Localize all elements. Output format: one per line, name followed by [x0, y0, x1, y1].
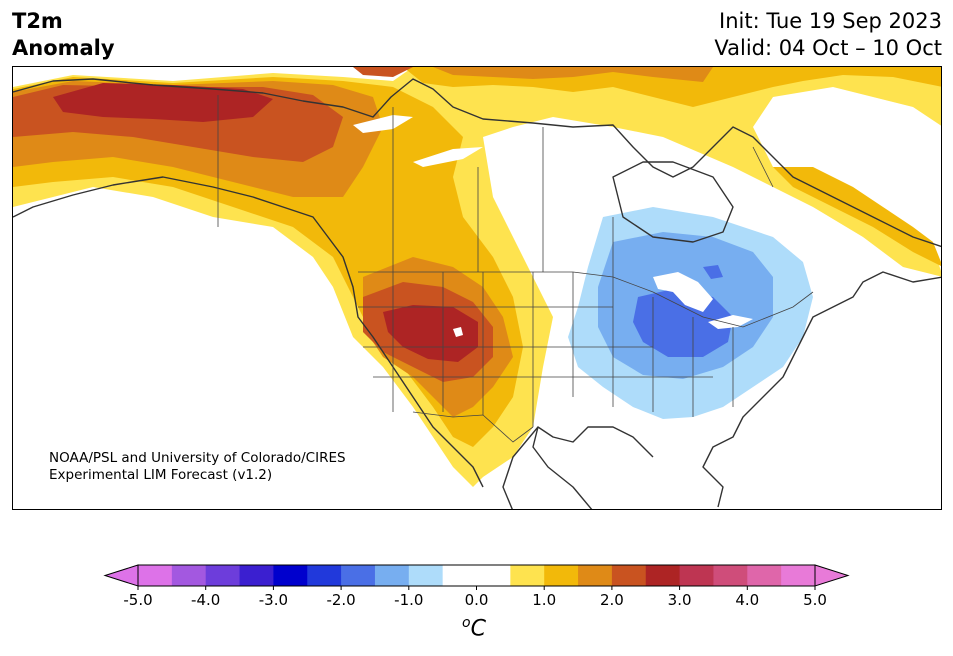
colorbar-tick-label: -2.0	[326, 591, 355, 609]
colorbar-over-extension	[814, 564, 850, 587]
colorbar-cell	[442, 565, 477, 586]
colorbar-tick-label: -1.0	[394, 591, 423, 609]
colorbar-tick-label: 1.0	[532, 591, 556, 609]
colorbar-cell	[578, 565, 613, 586]
colorbar-unit: oC	[462, 615, 486, 641]
neutral-patch-3	[453, 327, 463, 337]
colorbar-cell	[239, 565, 274, 586]
colorbar-cell	[611, 565, 647, 586]
colorbar-tick-label: 4.0	[735, 591, 759, 609]
colorbar-cell	[476, 565, 511, 586]
title-line-2: Anomaly	[12, 36, 115, 60]
neutral-patch-2	[413, 147, 483, 167]
credit-line-2: Experimental LIM Forecast (v1.2)	[49, 467, 273, 483]
great-lakes	[653, 272, 753, 329]
colorbar-cell	[341, 565, 376, 586]
warm-region-red	[53, 83, 478, 362]
colorbar-cell	[510, 565, 545, 586]
colorbar-cell	[273, 565, 308, 586]
north-america-coast	[13, 78, 941, 509]
init-date: Init: Tue 19 Sep 2023	[719, 9, 942, 33]
colorbar-cell	[138, 565, 173, 586]
colorbar-cell	[374, 565, 410, 586]
colorbar-cell	[645, 565, 681, 586]
neutral-patches	[353, 115, 753, 337]
colorbar-tick-label: 5.0	[803, 591, 827, 609]
warm-region-orange	[13, 67, 713, 417]
colorbar-tick-label: -5.0	[123, 591, 152, 609]
map-canvas	[13, 67, 941, 509]
colorbar-tick-label: 0.0	[465, 591, 489, 609]
hudson-bay-coast	[612, 161, 734, 243]
colorbar-cell	[713, 565, 748, 586]
credit-line-1: NOAA/PSL and University of Colorado/CIRE…	[49, 450, 346, 466]
colorbar-tick-label: -4.0	[191, 591, 220, 609]
warm-region-darkorange	[13, 67, 493, 382]
colorbar-cell	[408, 565, 444, 586]
forecast-dates: Init: Tue 19 Sep 2023 Valid: 04 Oct – 10…	[714, 8, 942, 62]
neutral-patch-1	[353, 115, 413, 133]
colorbar-cell	[205, 565, 241, 586]
anomaly-map	[12, 66, 942, 510]
title-line-1: T2m	[12, 9, 63, 33]
coastlines	[13, 78, 941, 509]
warm-anomaly-shading	[13, 67, 941, 487]
colorbar-cell	[307, 565, 342, 586]
credit-text: NOAA/PSL and University of Colorado/CIRE…	[49, 450, 346, 484]
cold-region-midblue	[633, 265, 733, 357]
colorbar-cell	[781, 565, 816, 586]
colorbar-cell	[171, 565, 207, 586]
cold-anomaly-shading	[568, 207, 813, 419]
colorbar-cell	[679, 565, 714, 586]
colorbar-cell	[747, 565, 782, 586]
colorbar-tick-label: -3.0	[259, 591, 288, 609]
canada-us-border	[358, 271, 814, 328]
colorbar-cell	[544, 565, 579, 586]
colorbar-tick-label: 3.0	[668, 591, 692, 609]
gulf-coast	[502, 426, 539, 509]
valid-date: Valid: 04 Oct – 10 Oct	[714, 36, 942, 60]
political-boundaries	[217, 95, 814, 443]
degree-superscript: o	[462, 615, 471, 631]
unit-letter: C	[470, 616, 486, 642]
state-lines	[358, 272, 734, 427]
colorbar-under-extension	[103, 564, 139, 587]
map-title: T2m Anomaly	[12, 8, 115, 62]
province-lines	[392, 107, 774, 277]
colorbar-tick-label: 2.0	[600, 591, 624, 609]
